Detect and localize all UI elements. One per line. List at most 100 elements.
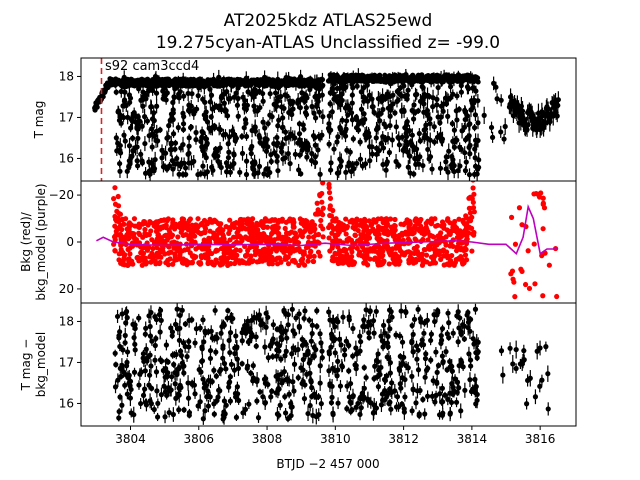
data-point xyxy=(352,226,358,232)
data-point xyxy=(278,93,284,100)
data-point xyxy=(277,244,284,250)
data-point xyxy=(299,147,305,153)
data-point xyxy=(118,236,124,242)
data-point xyxy=(328,213,335,219)
data-point xyxy=(117,142,123,149)
data-point xyxy=(115,193,121,200)
data-point xyxy=(300,122,306,128)
data-point xyxy=(420,162,426,169)
data-point xyxy=(328,127,334,133)
data-point xyxy=(202,408,208,414)
data-point xyxy=(126,221,132,227)
data-point xyxy=(137,231,143,238)
data-point xyxy=(248,370,254,376)
data-point xyxy=(290,379,296,385)
data-point xyxy=(94,104,100,110)
data-point xyxy=(142,170,149,176)
data-point xyxy=(347,149,353,155)
chart-title-line2: 19.275cyan-ATLAS Unclassified z= -99.0 xyxy=(156,33,500,53)
data-point xyxy=(234,384,241,390)
data-point xyxy=(155,138,161,144)
data-point xyxy=(282,92,288,98)
data-point xyxy=(326,121,332,127)
data-point xyxy=(207,355,214,362)
data-point xyxy=(333,257,340,263)
data-point xyxy=(307,249,314,255)
data-point xyxy=(308,157,315,164)
data-point xyxy=(233,90,239,96)
data-point xyxy=(245,219,251,225)
data-point xyxy=(380,219,386,226)
data-point xyxy=(287,98,293,104)
data-point xyxy=(421,231,427,237)
data-point xyxy=(320,234,326,240)
data-point xyxy=(243,226,249,232)
data-point xyxy=(158,392,165,398)
data-point xyxy=(425,146,431,153)
data-point xyxy=(298,232,304,238)
data-point xyxy=(469,248,475,254)
data-point xyxy=(169,329,176,335)
data-point xyxy=(400,237,406,244)
data-point xyxy=(404,141,411,148)
data-point xyxy=(301,396,308,402)
data-point xyxy=(246,401,252,407)
data-point xyxy=(287,238,293,244)
data-point xyxy=(383,161,390,167)
data-point xyxy=(438,256,444,262)
data-point xyxy=(117,231,124,238)
data-point xyxy=(464,221,470,227)
data-point xyxy=(149,250,155,256)
data-point xyxy=(481,112,487,118)
data-point xyxy=(354,245,360,251)
data-point xyxy=(170,411,176,418)
data-point xyxy=(189,381,195,388)
data-point xyxy=(291,219,297,225)
data-point xyxy=(465,134,471,140)
data-point xyxy=(406,153,412,159)
data-point xyxy=(458,245,464,251)
data-point xyxy=(306,234,312,240)
data-point xyxy=(348,237,355,243)
data-point xyxy=(146,159,152,165)
data-point xyxy=(317,380,323,386)
data-point xyxy=(431,234,437,240)
data-point xyxy=(116,408,122,415)
data-point xyxy=(315,147,321,153)
data-point xyxy=(421,109,427,115)
data-point xyxy=(200,96,206,102)
data-point xyxy=(265,120,271,127)
data-point xyxy=(282,225,288,232)
data-point xyxy=(422,247,428,253)
data-point xyxy=(312,154,318,160)
data-point xyxy=(472,112,479,118)
data-point xyxy=(127,251,133,257)
data-point xyxy=(493,84,499,90)
data-point xyxy=(424,135,430,141)
data-point xyxy=(180,121,187,127)
data-point xyxy=(358,106,365,112)
data-point xyxy=(311,222,318,228)
data-point xyxy=(227,261,234,267)
data-point xyxy=(269,388,275,394)
data-point xyxy=(464,84,471,90)
data-point xyxy=(317,253,323,259)
data-point xyxy=(207,86,213,92)
data-point xyxy=(117,394,123,400)
data-point xyxy=(208,128,214,134)
data-point xyxy=(147,398,153,404)
panel-tmag: 16 17 18 T mag xyxy=(32,57,577,182)
data-point xyxy=(447,220,453,226)
data-point xyxy=(142,331,148,337)
data-point xyxy=(385,105,391,111)
data-point xyxy=(186,218,192,224)
data-point xyxy=(176,337,183,343)
data-point xyxy=(446,148,452,154)
data-point xyxy=(120,114,127,121)
data-point xyxy=(398,221,404,227)
data-point xyxy=(423,122,429,128)
data-point xyxy=(380,134,386,140)
data-point xyxy=(174,306,180,312)
data-point xyxy=(396,142,403,148)
data-point xyxy=(197,399,203,405)
